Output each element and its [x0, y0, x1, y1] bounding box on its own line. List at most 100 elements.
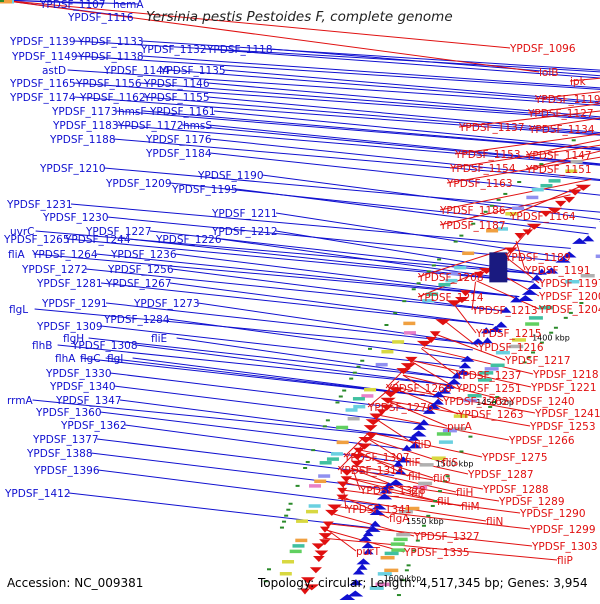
scale-tick: [468, 435, 473, 438]
leader-line: [386, 400, 448, 427]
forward-gene-label: uvrC: [10, 226, 35, 238]
scale-tick: [431, 264, 436, 267]
reverse-gene-arrow: [514, 232, 526, 239]
leader-line: [0, 0, 139, 5]
reverse-gene-label: fliG: [433, 473, 451, 485]
scale-tick: [496, 198, 501, 201]
scale-tick: [406, 564, 411, 567]
annotation-block: [369, 586, 384, 590]
reverse-gene-label: fliP: [557, 555, 573, 567]
forward-gene-arrow: [432, 391, 445, 398]
leader-line: [116, 124, 600, 166]
leader-line: [204, 48, 600, 79]
leader-line: [432, 332, 506, 361]
scale-tick: [349, 377, 354, 380]
scale-tick: [503, 192, 508, 195]
annotation-block: [478, 378, 493, 382]
reverse-gene-label: fliN: [486, 516, 503, 528]
scale-tick: [483, 210, 488, 213]
leader-line: [402, 374, 510, 402]
leader-line: [322, 537, 558, 561]
leader-line: [343, 432, 370, 458]
scale-tick: [522, 361, 527, 364]
forward-gene-label: YPDSF_1172: [117, 120, 184, 132]
forward-gene-label: YPDSF_1281: [36, 278, 103, 290]
annotation-block: [390, 542, 405, 546]
scale-tick: [305, 461, 310, 464]
reverse-gene-label: fliI: [408, 471, 421, 483]
reverse-gene-label: YPDSF_1303: [531, 541, 598, 553]
forward-gene-label: YPDSF_1377: [32, 434, 99, 446]
forward-gene-label: YPDSF_1138: [77, 51, 144, 63]
forward-gene-arrow: [418, 419, 430, 426]
annotation-block: [375, 582, 390, 587]
annotation-block: [364, 387, 377, 392]
reverse-gene-label: YPDSF_1214: [417, 292, 484, 304]
leader-line: [350, 467, 457, 493]
forward-gene-arrow: [408, 442, 422, 449]
leader-line: [113, 138, 600, 182]
scale-tick: [437, 258, 442, 261]
scale-tick: [517, 181, 522, 183]
scale-tick: [396, 594, 401, 597]
leader-line: [119, 399, 414, 439]
reverse-gene-label: YPDSF_1299: [529, 524, 596, 536]
scale-tick: [571, 139, 576, 142]
leader-line: [223, 69, 600, 103]
forward-gene-label: flhB: [32, 340, 52, 352]
leader-line: [449, 144, 600, 169]
forward-gene-label: YPDSF_1183: [52, 120, 119, 132]
forward-gene-label: YPDSF_1146: [143, 78, 210, 90]
reverse-gene-label: YPDSF_1253: [529, 421, 596, 433]
forward-gene-label: fliE: [151, 333, 167, 345]
leader-line: [213, 110, 600, 149]
scale-tick: [412, 549, 417, 552]
reverse-gene-arrow: [446, 300, 463, 307]
leader-line: [386, 400, 531, 427]
leader-line: [439, 194, 571, 226]
reverse-gene-label: YPDSF_1204: [538, 304, 600, 316]
leader-line: [352, 464, 484, 490]
reverse-gene-arrow: [299, 588, 310, 595]
leader-line: [359, 449, 469, 475]
leader-line: [0, 0, 540, 73]
scale-tick: [416, 282, 421, 285]
scale-tick: [539, 163, 544, 166]
forward-gene-label: YPDSF_1156: [75, 78, 142, 90]
reverse-gene-label: YPDSF_1208: [417, 272, 484, 284]
forward-gene-arrow: [447, 378, 462, 385]
leader-line: [169, 282, 494, 326]
annotation-block: [565, 169, 578, 173]
forward-gene-arrow: [369, 509, 385, 516]
forward-gene-arrow: [396, 456, 411, 463]
forward-gene-arrow: [500, 306, 512, 313]
forward-gene-label: YPDSF_1174: [9, 92, 76, 104]
leader-line: [57, 344, 448, 386]
forward-gene-label: YPDSF_1161: [149, 106, 216, 118]
annotation-block: [318, 474, 331, 478]
annotation-block: [381, 349, 394, 354]
forward-gene-label: YPDSF_1139: [9, 36, 76, 48]
annotation-block: [490, 363, 505, 368]
forward-gene-label: YPDSF_1118: [206, 44, 273, 56]
leader-line: [33, 253, 520, 298]
reverse-gene-arrow: [380, 397, 396, 404]
reverse-gene-arrow: [575, 184, 592, 191]
forward-gene-label: flgI: [107, 353, 123, 365]
reverse-gene-label: YPDSF_1191: [524, 265, 591, 277]
annotation-block: [495, 350, 510, 355]
forward-gene-arrow: [412, 423, 427, 430]
reverse-gene-arrow: [526, 223, 542, 230]
forward-gene-arrow: [460, 355, 475, 362]
forward-gene-label: astD: [42, 65, 66, 77]
reverse-gene-label: YPDSF_1263: [457, 409, 524, 421]
leader-line: [139, 82, 600, 119]
leader-line: [0, 0, 511, 49]
scale-tick: [288, 502, 293, 505]
forward-gene-arrow: [521, 288, 538, 295]
forward-gene-label: YPDSF_1330: [45, 368, 112, 380]
forward-gene-label: flgH: [63, 333, 84, 345]
leader-line: [169, 182, 597, 229]
scale-tick: [549, 331, 554, 334]
annotation-block: [289, 549, 302, 554]
